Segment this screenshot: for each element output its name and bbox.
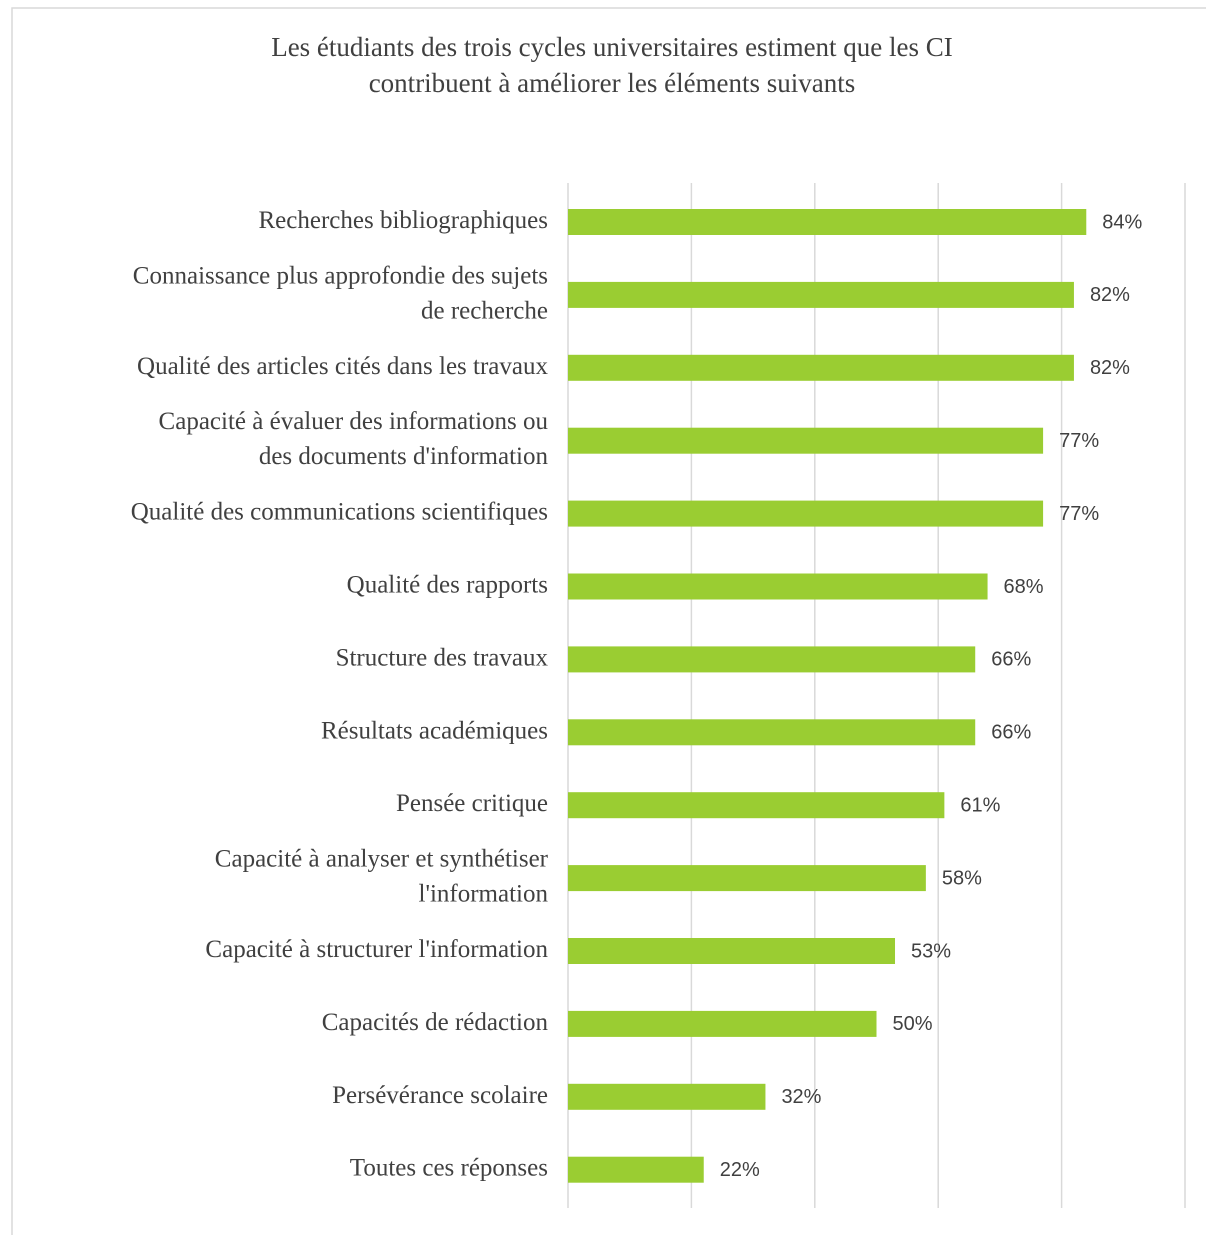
category-label: Recherches bibliographiques [259,207,549,234]
category-label: Toutes ces réponses [350,1154,548,1181]
value-label: 50% [893,1013,933,1035]
category-label: Capacité à structurer l'information [205,936,548,963]
value-label: 58% [942,867,982,889]
category-label: Persévérance scolaire [332,1082,548,1109]
bar [568,1010,877,1037]
bar [568,573,988,600]
value-label: 82% [1090,357,1130,379]
chart-frame [11,7,1206,1235]
bar [568,938,896,964]
bar [568,865,926,892]
bar [568,209,1087,235]
value-label: 61% [960,794,1000,816]
category-label: Capacités de rédaction [322,1009,549,1036]
category-label: Qualité des articles cités dans les trav… [137,353,548,380]
bar [568,354,1074,381]
bar [568,500,1044,527]
bar [568,792,945,819]
bar [568,1083,766,1110]
value-label: 22% [720,1159,760,1181]
category-label: Pensée critique [396,790,548,817]
value-label: 82% [1090,284,1130,306]
category-label: Structure des travaux [336,644,549,671]
category-label: Qualité des communications scientifiques [131,498,548,525]
value-label: 68% [1004,576,1044,598]
category-label: Résultats académiques [321,717,548,744]
bar [568,1156,704,1183]
chart-title: Les étudiants des trois cycles universit… [271,32,953,62]
value-label: 66% [991,722,1031,744]
value-label: 84% [1102,211,1142,233]
bar [568,427,1044,454]
category-label: Connaissance plus approfondie des sujets… [133,262,548,324]
value-label: 77% [1059,430,1099,452]
category-label: Capacité à évaluer des informations ou de… [159,408,549,470]
category-label: Capacité à analyser et synthétiser l'info… [215,845,549,907]
chart-title: contribuent à améliorer les éléments sui… [369,68,856,98]
value-label: 66% [991,649,1031,671]
value-label: 77% [1059,503,1099,525]
bar [568,281,1074,308]
bar [568,646,976,673]
value-label: 32% [781,1086,821,1108]
value-label: 53% [911,940,951,962]
category-label: Qualité des rapports [347,571,548,598]
bar [568,719,976,746]
